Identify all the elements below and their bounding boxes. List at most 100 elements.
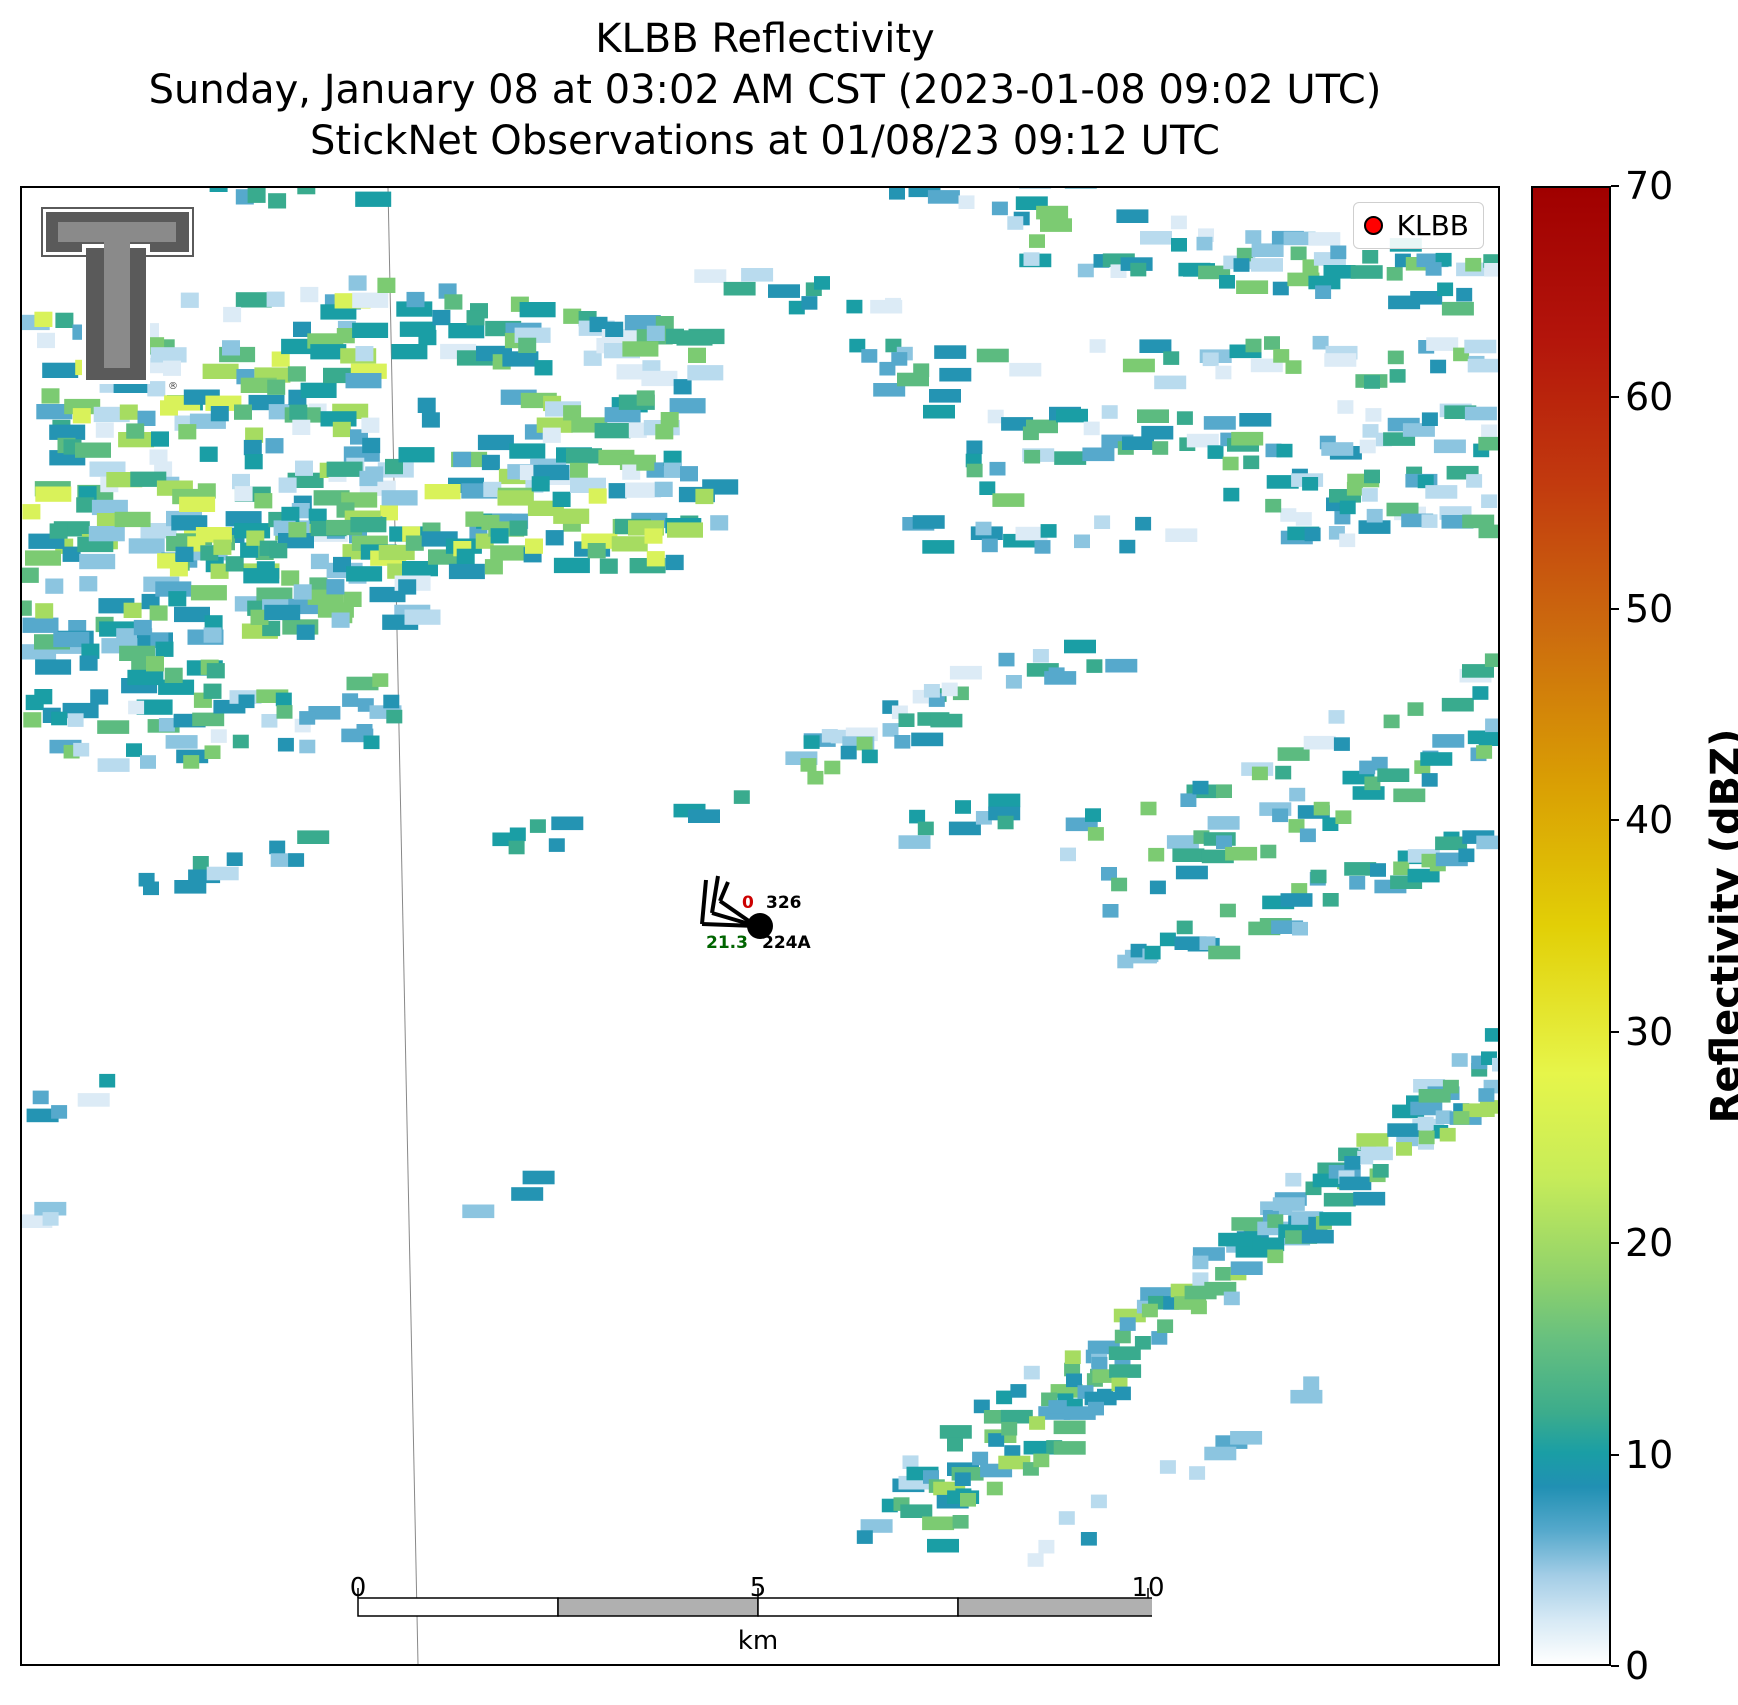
echo-cell bbox=[168, 591, 187, 607]
echo-cell bbox=[343, 591, 362, 607]
echo-cell bbox=[997, 815, 1014, 830]
echo-cell bbox=[235, 292, 272, 308]
echo-cell bbox=[1251, 243, 1284, 257]
echo-cell bbox=[1004, 1445, 1021, 1459]
echo-cell bbox=[448, 563, 485, 580]
texas-tech-logo: ® bbox=[41, 207, 194, 391]
echo-cell bbox=[421, 412, 440, 428]
echo-cell bbox=[1441, 697, 1474, 712]
echo-cell bbox=[525, 538, 543, 554]
echo-cell bbox=[126, 743, 142, 757]
echo-cell bbox=[378, 544, 415, 561]
echo-cell bbox=[1478, 436, 1498, 451]
echo-cell bbox=[1245, 338, 1262, 353]
echo-cell bbox=[35, 486, 72, 502]
echo-cell bbox=[146, 656, 164, 672]
echo-cell bbox=[158, 679, 195, 695]
echo-cell bbox=[1417, 474, 1434, 489]
echo-cell bbox=[1090, 1494, 1107, 1509]
echo-cell bbox=[660, 412, 679, 428]
echo-cell bbox=[1170, 215, 1187, 230]
echo-cell bbox=[1119, 539, 1136, 554]
echo-cell bbox=[1176, 411, 1193, 425]
echo-cell bbox=[1053, 1441, 1086, 1455]
scale-unit: km bbox=[737, 1626, 779, 1656]
echo-cell bbox=[882, 723, 899, 737]
echo-cell bbox=[998, 652, 1015, 667]
echo-cell bbox=[1219, 903, 1236, 918]
echo-cell bbox=[1433, 439, 1466, 454]
echo-cell bbox=[1101, 867, 1117, 881]
echo-cell bbox=[171, 515, 208, 531]
echo-cell bbox=[917, 821, 934, 836]
echo-cell bbox=[1087, 827, 1104, 841]
echo-cell bbox=[169, 561, 188, 577]
echo-cell bbox=[1236, 280, 1269, 294]
echo-cell bbox=[889, 188, 905, 200]
echo-cell bbox=[986, 1481, 1003, 1496]
echo-cell bbox=[49, 523, 68, 539]
echo-cell bbox=[1389, 369, 1406, 383]
echo-cell bbox=[625, 482, 662, 498]
echo-cell bbox=[149, 605, 168, 621]
echo-cell bbox=[939, 1425, 972, 1439]
echo-cell bbox=[1202, 352, 1219, 367]
station-pressure-red: 0 bbox=[742, 893, 754, 913]
echo-cell bbox=[1289, 787, 1306, 802]
echo-cell bbox=[941, 682, 958, 697]
echo-cell bbox=[202, 363, 239, 379]
echo-cell bbox=[352, 292, 389, 308]
echo-cell bbox=[232, 473, 250, 490]
echo-cell bbox=[636, 455, 655, 471]
echo-cell bbox=[288, 522, 307, 538]
echo-cell bbox=[644, 528, 663, 544]
echo-cell bbox=[34, 689, 53, 705]
echo-cell bbox=[155, 641, 174, 657]
echo-cell bbox=[885, 297, 901, 312]
radar-map[interactable]: 0 326 21.3 224A KLBB ® 0 5 10 km bbox=[20, 186, 1500, 1666]
echo-cell bbox=[1418, 1130, 1435, 1145]
echo-cell bbox=[97, 720, 130, 734]
echo-cell bbox=[860, 1519, 893, 1533]
echo-cell bbox=[1203, 416, 1236, 430]
echo-cell bbox=[1048, 667, 1065, 681]
echo-cell bbox=[289, 404, 308, 420]
echo-cell bbox=[973, 1399, 990, 1414]
echo-cell bbox=[163, 360, 181, 376]
echo-cell bbox=[1114, 1386, 1131, 1401]
echo-cell bbox=[269, 840, 286, 855]
echo-cell bbox=[36, 404, 73, 420]
echo-cell bbox=[1204, 1446, 1237, 1461]
echo-cell bbox=[133, 619, 152, 636]
echo-cell bbox=[509, 827, 526, 842]
echo-cell bbox=[1053, 1420, 1086, 1435]
echo-cell bbox=[723, 281, 756, 296]
echo-cell bbox=[981, 538, 998, 553]
echo-cell bbox=[1295, 512, 1312, 526]
echo-cell bbox=[42, 362, 79, 378]
echo-cell bbox=[583, 350, 602, 366]
scale-tick-0: 0 bbox=[349, 1573, 367, 1603]
echo-cell bbox=[1176, 920, 1193, 935]
echo-cell bbox=[164, 667, 183, 683]
echo-cell bbox=[641, 370, 678, 387]
echo-cell bbox=[1464, 339, 1497, 354]
echo-cell bbox=[687, 365, 724, 381]
echo-cell bbox=[1097, 1388, 1113, 1403]
echo-cell bbox=[192, 856, 209, 870]
echo-cell bbox=[406, 291, 425, 308]
echo-cell bbox=[269, 543, 288, 559]
echo-cell bbox=[604, 407, 641, 423]
echo-cell bbox=[922, 540, 955, 554]
echo-cell bbox=[240, 542, 259, 558]
echo-cell bbox=[929, 389, 961, 403]
echo-cell bbox=[277, 737, 294, 752]
echo-cell bbox=[206, 866, 239, 881]
echo-cell bbox=[1321, 442, 1354, 456]
echo-cell bbox=[1089, 339, 1106, 353]
echo-cell bbox=[462, 1204, 495, 1219]
echo-cell bbox=[387, 563, 406, 579]
echo-cell bbox=[975, 521, 992, 536]
echo-cell bbox=[1064, 1350, 1081, 1364]
echo-cell bbox=[1236, 247, 1253, 262]
